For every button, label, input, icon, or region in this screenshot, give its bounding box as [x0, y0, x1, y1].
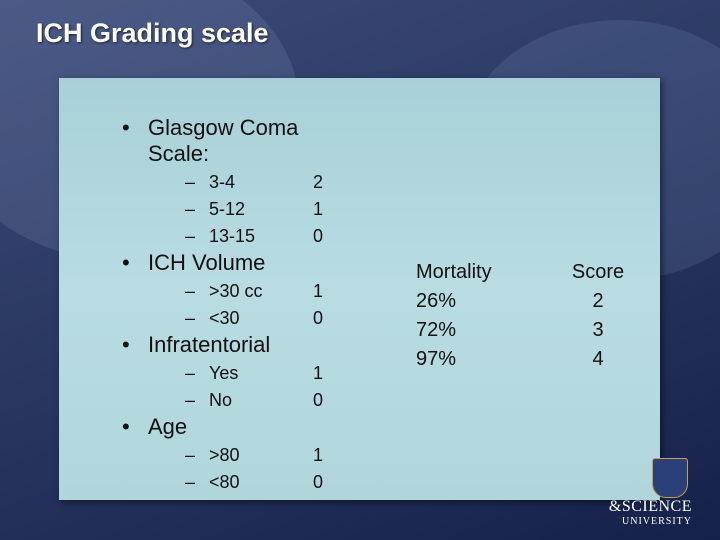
- table-cell: 2: [592, 290, 604, 312]
- subitem-range: 13-15: [209, 226, 256, 246]
- subitem-points: 1: [313, 363, 324, 383]
- table-header-row: Mortality Score: [416, 258, 630, 287]
- table-row: 26% 2: [416, 287, 630, 316]
- criterion-subitem: Yes 1: [148, 360, 358, 387]
- criterion-subitem: 3-4 2: [148, 169, 358, 196]
- criterion-label: Glasgow Coma Scale:: [148, 115, 299, 166]
- subitem-points: 0: [313, 472, 324, 492]
- criterion-subitem: 13-15 0: [148, 223, 358, 250]
- subitem-range: >30 cc: [209, 281, 263, 301]
- criterion-label: ICH Volume: [148, 250, 266, 275]
- subitem-range: <30: [209, 308, 240, 328]
- criterion-label: Age: [148, 414, 188, 439]
- shield-icon: [652, 458, 688, 498]
- subitem-points: 1: [313, 281, 324, 301]
- criterion-subitem: >30 cc 1: [148, 278, 358, 305]
- university-logo: &SCIENCE UNIVERSITY: [592, 458, 692, 528]
- criterion-label: Infratentorial: [148, 332, 271, 357]
- subitem-range: No: [209, 390, 233, 410]
- column-header: Mortality: [416, 261, 492, 283]
- subitem-points: 2: [313, 172, 324, 192]
- criterion-subitem: 5-12 1: [148, 196, 358, 223]
- table-cell: 26%: [416, 290, 457, 312]
- subitem-points: 0: [313, 390, 324, 410]
- criterion-subitem: <80 0: [148, 469, 358, 496]
- subitem-range: Yes: [209, 363, 239, 383]
- table-cell: 3: [592, 319, 604, 341]
- subitem-points: 0: [313, 308, 324, 328]
- criterion-subitem: No 0: [148, 387, 358, 414]
- mortality-table: Mortality Score 26% 2 72% 3 97% 4: [416, 258, 630, 374]
- subitem-range: <80: [209, 472, 240, 492]
- subitem-range: >80: [209, 445, 240, 465]
- criterion-item: Infratentorial Yes 1 No 0: [118, 332, 358, 414]
- logo-text: &SCIENCE: [608, 498, 692, 515]
- subitem-points: 1: [313, 199, 324, 219]
- table-row: 72% 3: [416, 316, 630, 345]
- criterion-item: ICH Volume >30 cc 1 <30 0: [118, 250, 358, 332]
- table-row: 97% 4: [416, 345, 630, 374]
- criterion-subitem: <30 0: [148, 305, 358, 332]
- criterion-subitem: >80 1: [148, 442, 358, 469]
- slide-title: ICH Grading scale: [36, 18, 269, 48]
- criterion-item: Age >80 1 <80 0: [118, 414, 358, 496]
- table-cell: 97%: [416, 348, 457, 370]
- criteria-list: Glasgow Coma Scale: 3-4 2 5-12 1 13-15 0 IC…: [118, 115, 358, 496]
- table-cell: 4: [592, 348, 604, 370]
- table-cell: 72%: [416, 319, 457, 341]
- subitem-range: 5-12: [209, 199, 246, 219]
- subitem-points: 0: [313, 226, 324, 246]
- subitem-range: 3-4: [209, 172, 236, 192]
- logo-text: UNIVERSITY: [622, 516, 692, 527]
- column-header: Score: [571, 261, 625, 283]
- criterion-item: Glasgow Coma Scale: 3-4 2 5-12 1 13-15 0: [118, 115, 358, 250]
- subitem-points: 1: [313, 445, 324, 465]
